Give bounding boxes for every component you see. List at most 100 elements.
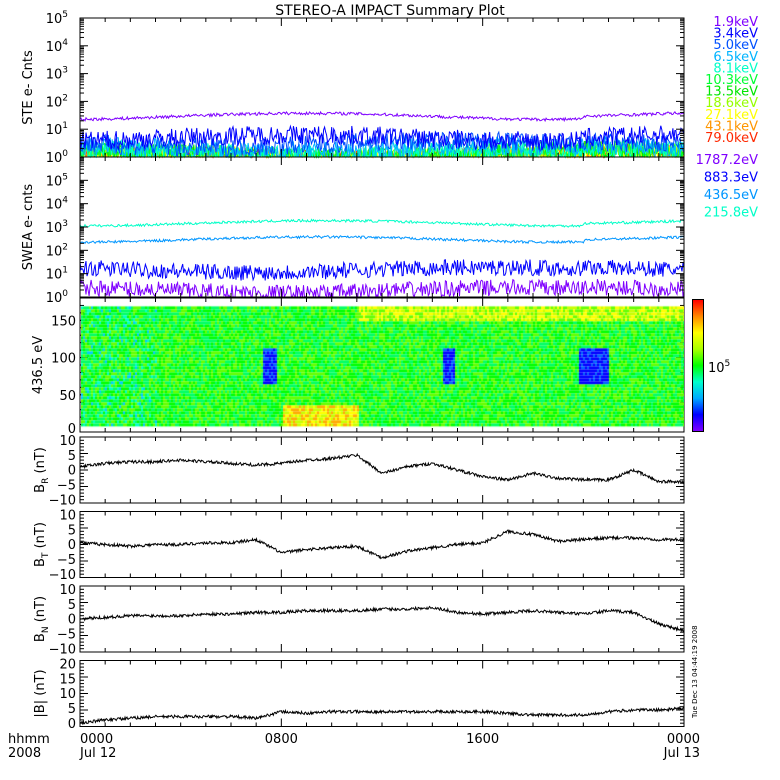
series-1787.2eV — [79, 278, 685, 299]
y-tick-label: 10 — [59, 434, 76, 449]
y-tick-label: 10 — [59, 583, 76, 598]
y-tick-label: 105 — [46, 10, 68, 27]
legend-entry: 10.3keV — [705, 73, 758, 88]
y-axis-label-unit: (nT) — [33, 522, 48, 548]
y-axis-label: SWEA e- cnts — [21, 184, 36, 271]
y-axis-label: |B| (nT) — [33, 669, 48, 717]
y-tick-label: 105 — [46, 172, 68, 189]
y-tick-exponent: 5 — [62, 10, 68, 20]
y-tick-label: 103 — [46, 219, 68, 236]
legend-entry: 13.5keV — [705, 85, 758, 100]
y-tick-label: 20 — [59, 658, 76, 673]
y-axis-label: 436.5 eV — [31, 336, 46, 394]
y-tick-exponent: 1 — [62, 266, 68, 276]
x-tick-label: 0000 — [667, 732, 700, 747]
legend-entry: 3.4keV — [713, 27, 758, 42]
y-tick-exponent: 3 — [62, 66, 68, 76]
y-tick-label: 5 — [68, 523, 76, 538]
panel-frame — [79, 436, 685, 504]
chart-title: STEREO-A IMPACT Summary Plot — [275, 3, 505, 19]
x-tick-label: 0000 — [80, 732, 113, 747]
y-tick-label: 101 — [46, 121, 68, 138]
legend-entry: 1.9keV — [713, 15, 758, 30]
y-tick-label: 5 — [68, 598, 76, 613]
y-tick-label: −10 — [49, 642, 76, 657]
y-tick-label: 104 — [46, 196, 69, 213]
y-tick-label: 104 — [46, 38, 69, 55]
series-br — [79, 452, 685, 485]
colorbar-label: 105 — [708, 359, 730, 376]
y-axis-label-sub: T — [41, 552, 51, 559]
y-tick-label: 100 — [46, 289, 69, 306]
series-436.5eV — [79, 234, 685, 245]
y-tick-exponent: 2 — [62, 93, 68, 103]
legend-entry: 6.5keV — [713, 50, 758, 65]
y-tick-label: 5 — [68, 702, 76, 717]
series-1.9keV — [79, 110, 685, 123]
y-tick-exponent: 4 — [62, 38, 68, 48]
y-tick-label: 0 — [68, 464, 76, 479]
legend-entry: 18.6keV — [705, 96, 758, 111]
legend-entry: 883.3eV — [704, 171, 758, 186]
x-tick-label: 1600 — [466, 732, 499, 747]
y-tick-exponent: 0 — [62, 149, 68, 159]
y-tick-label: 100 — [51, 352, 76, 367]
y-tick-exponent: 5 — [62, 172, 68, 182]
x-corner-label: 2008 — [8, 746, 41, 761]
series-883.3eV — [79, 258, 685, 282]
y-axis-label-sub: R — [41, 478, 51, 484]
y-axis-label: BN (nT) — [33, 596, 51, 642]
series-3.4keV — [79, 124, 685, 151]
y-tick-label: 150 — [51, 314, 76, 329]
y-tick-label: 0 — [68, 717, 76, 732]
y-tick-exponent: 3 — [62, 219, 68, 229]
x-corner-label: hhmm — [8, 732, 50, 747]
panel-frame — [79, 585, 685, 653]
x-tick-label: 0800 — [265, 732, 298, 747]
y-tick-exponent: 2 — [62, 242, 68, 252]
panel-frame — [79, 156, 685, 298]
legend-entry: 5.0keV — [713, 38, 758, 53]
timestamp: Tue Dec 13 04:44:19 2008 — [691, 625, 699, 719]
y-axis-label-unit: (nT) — [33, 447, 48, 473]
y-tick-label: 103 — [46, 66, 68, 83]
y-tick-label: −5 — [57, 553, 76, 568]
y-tick-label: 10 — [59, 687, 76, 702]
legend-entry: 79.0keV — [705, 131, 758, 146]
legend-entry: 27.1keV — [705, 108, 758, 123]
series-215.8eV — [79, 218, 684, 228]
pitch-angle-spectrogram — [81, 299, 684, 432]
y-tick-label: 0 — [68, 613, 76, 628]
series-bn — [79, 605, 685, 633]
y-tick-label: −10 — [49, 568, 76, 583]
y-tick-label: 0 — [68, 538, 76, 553]
y-tick-label: 0 — [68, 422, 76, 437]
x-tick-sublabel: Jul 12 — [79, 746, 116, 761]
series-bt — [79, 529, 685, 560]
y-tick-exponent: 4 — [62, 196, 68, 206]
colorbar — [692, 299, 704, 432]
legend-entry: 436.5eV — [704, 188, 758, 203]
x-tick-sublabel: Jul 13 — [663, 746, 700, 761]
y-tick-label: 15 — [59, 672, 76, 687]
legend-entry: 1787.2eV — [696, 153, 758, 168]
y-tick-label: 10 — [59, 509, 76, 524]
legend-entry: 43.1keV — [705, 119, 758, 134]
y-tick-label: −10 — [49, 493, 76, 508]
y-tick-label: 5 — [68, 449, 76, 464]
y-axis-label: BR (nT) — [33, 447, 51, 493]
y-axis-label: STE e- Cnts — [21, 50, 36, 125]
y-tick-exponent: 0 — [62, 289, 68, 299]
y-axis-label-unit: (nT) — [33, 669, 48, 699]
y-tick-exponent: 1 — [62, 121, 68, 131]
y-tick-label: −5 — [57, 628, 76, 643]
series-bmag — [79, 705, 685, 726]
y-tick-label: 100 — [46, 149, 69, 166]
y-axis-label-unit: (nT) — [33, 596, 48, 622]
